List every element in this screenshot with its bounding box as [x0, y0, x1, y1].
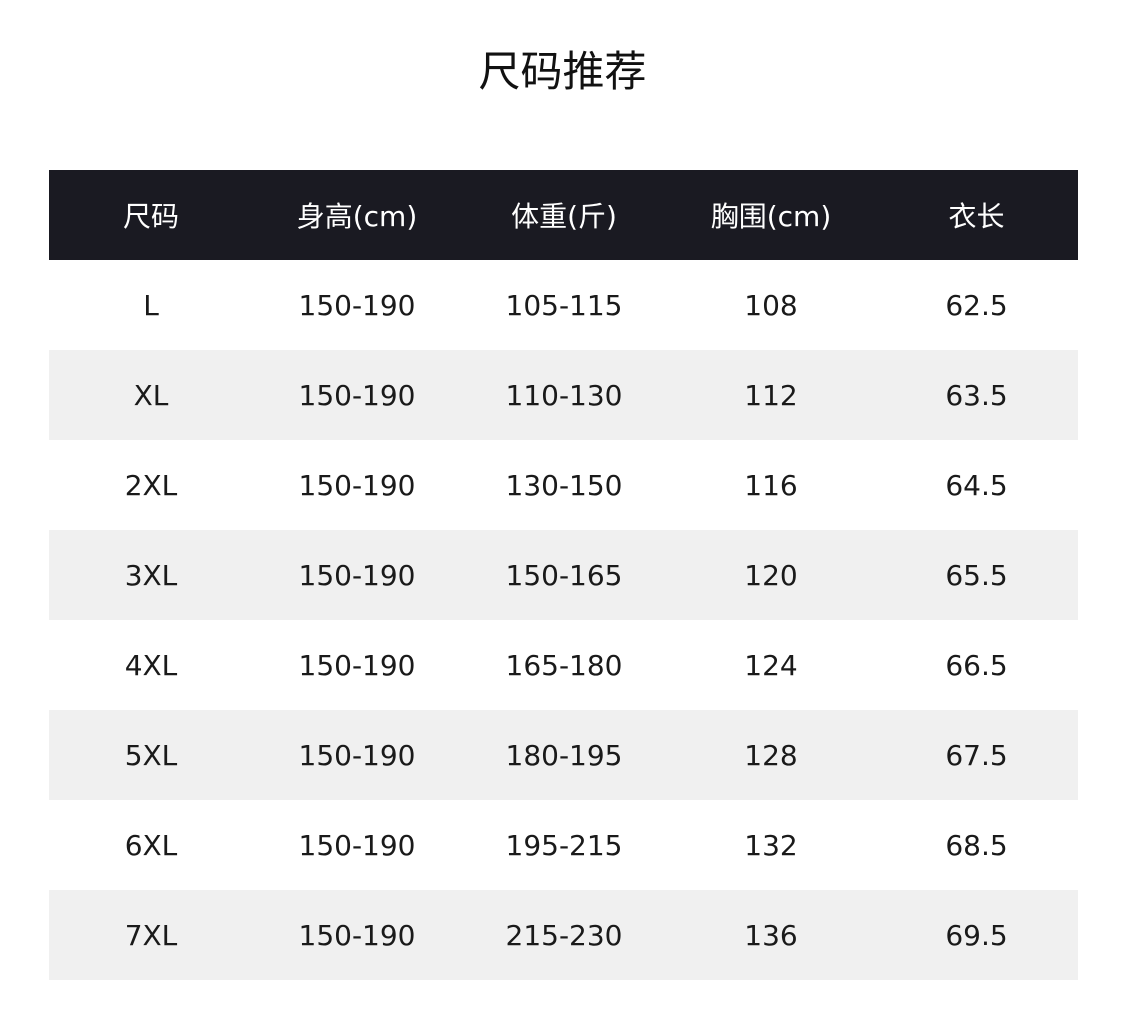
table-row: 5XL 150-190 180-195 128 67.5 [49, 710, 1078, 800]
table-cell: 150-190 [298, 648, 416, 682]
table-cell: 124 [744, 648, 798, 682]
table-cell: 150-190 [298, 468, 416, 502]
table-row: 2XL 150-190 130-150 116 64.5 [49, 440, 1078, 530]
header-cell: 衣长 [948, 200, 1005, 233]
table-row: 3XL 150-190 150-165 120 65.5 [49, 530, 1078, 620]
table-cell: 136 [744, 918, 798, 952]
table-row: L 150-190 105-115 108 62.5 [49, 260, 1078, 350]
table-row: 7XL 150-190 215-230 136 69.5 [49, 890, 1078, 980]
table-row: 6XL 150-190 195-215 132 68.5 [49, 800, 1078, 890]
table-cell: 62.5 [945, 288, 1008, 322]
table-cell: 180-195 [505, 738, 623, 772]
table-cell: 105-115 [505, 288, 623, 322]
table-cell: 120 [744, 558, 798, 592]
table-cell: 7XL [124, 918, 178, 952]
table-row: 4XL 150-190 165-180 124 66.5 [49, 620, 1078, 710]
table-cell: 69.5 [945, 918, 1008, 952]
table-cell: 68.5 [945, 828, 1008, 862]
table-cell: 4XL [124, 648, 178, 682]
table-cell: 108 [744, 288, 798, 322]
header-cell: 胸围(cm) [710, 200, 832, 233]
table-cell: 150-190 [298, 918, 416, 952]
header-cell: 身高(cm) [296, 200, 418, 233]
table-cell: 64.5 [945, 468, 1008, 502]
table-cell: 6XL [124, 828, 178, 862]
table-cell: 5XL [124, 738, 178, 772]
table-cell: 150-190 [298, 738, 416, 772]
table-cell: XL [133, 378, 169, 412]
table-cell: 3XL [124, 558, 178, 592]
table-cell: 150-190 [298, 378, 416, 412]
table-cell: 150-190 [298, 828, 416, 862]
table-body: L 150-190 105-115 108 62.5 XL 150-190 110-130 11… [49, 260, 1078, 980]
header-cell: 体重(斤) [511, 200, 617, 233]
table-header: 尺码 身高(cm) 体重(斤) 胸围(cm) 衣长 [49, 170, 1078, 260]
table-row: XL 150-190 110-130 112 63.5 [49, 350, 1078, 440]
table-cell: 215-230 [505, 918, 623, 952]
table-cell: 130-150 [505, 468, 623, 502]
table-cell: 132 [744, 828, 798, 862]
table-cell: 165-180 [505, 648, 623, 682]
table-cell: 195-215 [505, 828, 623, 862]
header-cell: 尺码 [122, 200, 179, 233]
table-cell: 110-130 [505, 378, 623, 412]
page-title: 尺码推荐 [478, 47, 647, 96]
table-cell: 150-165 [505, 558, 623, 592]
table-cell: 2XL [124, 468, 178, 502]
table-cell: 63.5 [945, 378, 1008, 412]
table-cell: 128 [744, 738, 798, 772]
size-table: 尺码 身高(cm) 体重(斤) 胸围(cm) 衣长 L 150-190 105-11… [49, 170, 1078, 980]
table-cell: 150-190 [298, 558, 416, 592]
table-cell: 112 [744, 378, 798, 412]
table-cell: 116 [744, 468, 798, 502]
table-cell: 65.5 [945, 558, 1008, 592]
table-cell: 150-190 [298, 288, 416, 322]
table-cell: 66.5 [945, 648, 1008, 682]
table-cell: L [143, 288, 159, 322]
table-cell: 67.5 [945, 738, 1008, 772]
